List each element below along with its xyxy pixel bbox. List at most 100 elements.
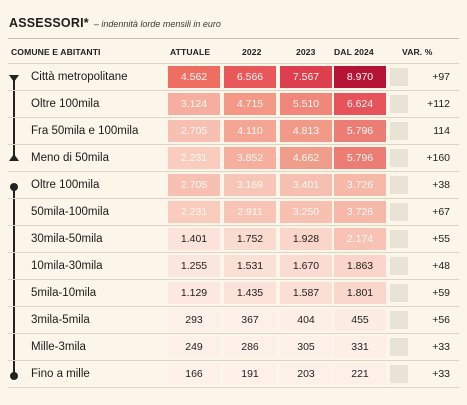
- value-cell: 221: [334, 363, 386, 385]
- group-marker-top-arrow: [9, 75, 19, 82]
- variation-bar: [390, 95, 408, 113]
- header-col-dal-2024: DAL 2024: [334, 47, 374, 57]
- value-cell: 3.726: [334, 201, 386, 223]
- row-label: Meno di 50mila: [31, 152, 109, 164]
- row-separator: [8, 225, 459, 226]
- variation-value: +67: [432, 206, 450, 218]
- header-col-2023: 2023: [296, 47, 316, 57]
- value-cell: 1.435: [224, 282, 276, 304]
- value-cell: 6.566: [224, 66, 276, 88]
- row-label: 30mila-50mila: [31, 233, 103, 245]
- variation-value: +97: [432, 71, 450, 83]
- variation-bar: [390, 311, 408, 329]
- title-rule: [8, 38, 459, 39]
- value-cell: 1.752: [224, 228, 276, 250]
- table-row: 30mila-50mila 1.401 1.752 1.928 2.174 +55: [0, 225, 467, 252]
- table-row: Oltre 100mila 2.705 3.169 3.401 3.726 +38: [0, 171, 467, 198]
- value-cell: 1.863: [334, 255, 386, 277]
- value-cell: 5.796: [334, 147, 386, 169]
- row-label: Città metropolitane: [31, 71, 128, 83]
- value-cell: 1.801: [334, 282, 386, 304]
- value-cell: 2.911: [224, 201, 276, 223]
- value-cell: 191: [224, 363, 276, 385]
- row-separator: [8, 63, 459, 64]
- table-row: Città metropolitane 4.562 6.566 7.567 8.970 +…: [0, 63, 467, 90]
- value-cell: 6.624: [334, 93, 386, 115]
- value-cell: 7.567: [280, 66, 332, 88]
- row-separator: [8, 117, 459, 118]
- variation-bar: [390, 203, 408, 221]
- value-cell: 1.670: [280, 255, 332, 277]
- table-row: Oltre 100mila 3.124 4.715 5.510 6.624 +112: [0, 90, 467, 117]
- value-cell: 305: [280, 336, 332, 358]
- table-row: Fra 50mila e 100mila 2.705 4.110 4.813 5.796…: [0, 117, 467, 144]
- row-label: 3mila-5mila: [31, 314, 90, 326]
- value-cell: 5.510: [280, 93, 332, 115]
- table-row: Mille-3mila 249 286 305 331 +33: [0, 333, 467, 360]
- header-col-var: VAR. %: [402, 47, 433, 57]
- variation-bar: [390, 257, 408, 275]
- group-marker-bottom-arrow: [9, 154, 19, 161]
- header-col-2022: 2022: [242, 47, 262, 57]
- row-separator: [8, 144, 459, 145]
- row-separator: [8, 252, 459, 253]
- row-label: Mille-3mila: [31, 341, 86, 353]
- row-label: 10mila-30mila: [31, 260, 103, 272]
- variation-value: +55: [432, 233, 450, 245]
- row-separator: [8, 90, 459, 91]
- variation-bar: [390, 68, 408, 86]
- value-cell: 249: [168, 336, 220, 358]
- table-row: Fino a mille 166 191 203 221 +33: [0, 360, 467, 387]
- row-label: 5mila-10mila: [31, 287, 97, 299]
- value-cell: 331: [334, 336, 386, 358]
- value-cell: 3.852: [224, 147, 276, 169]
- value-cell: 1.129: [168, 282, 220, 304]
- variation-value: +33: [432, 368, 450, 380]
- value-cell: 203: [280, 363, 332, 385]
- table-row: 10mila-30mila 1.255 1.531 1.670 1.863 +48: [0, 252, 467, 279]
- row-label: Oltre 100mila: [31, 179, 100, 191]
- row-separator: [8, 333, 459, 334]
- variation-bar: [390, 122, 408, 140]
- value-cell: 4.110: [224, 120, 276, 142]
- variation-value: +38: [432, 179, 450, 191]
- title-row: ASSESSORI* – indennità lorde mensili in …: [9, 16, 459, 36]
- value-cell: 3.726: [334, 174, 386, 196]
- row-separator: [8, 306, 459, 307]
- variation-bar: [390, 176, 408, 194]
- group-bracket-2: [13, 187, 15, 377]
- variation-bar: [390, 338, 408, 356]
- table-bottom-rule: [8, 387, 459, 388]
- value-cell: 2.705: [168, 120, 220, 142]
- value-cell: 1.531: [224, 255, 276, 277]
- value-cell: 166: [168, 363, 220, 385]
- row-label: Fino a mille: [31, 368, 90, 380]
- header-col-attuale: ATTUALE: [170, 47, 211, 57]
- variation-bar: [390, 149, 408, 167]
- value-cell: 2.231: [168, 201, 220, 223]
- variation-bar: [390, 365, 408, 383]
- value-cell: 3.169: [224, 174, 276, 196]
- variation-value: +56: [432, 314, 450, 326]
- variation-value: +33: [432, 341, 450, 353]
- value-cell: 404: [280, 309, 332, 331]
- variation-value: +59: [432, 287, 450, 299]
- group-marker-bottom-dot: [10, 372, 18, 380]
- value-cell: 1.401: [168, 228, 220, 250]
- value-cell: 5.796: [334, 120, 386, 142]
- value-cell: 2.705: [168, 174, 220, 196]
- row-separator: [8, 171, 459, 172]
- value-cell: 4.662: [280, 147, 332, 169]
- value-cell: 8.970: [334, 66, 386, 88]
- variation-value: +112: [427, 98, 450, 110]
- table-header: COMUNE E ABITANTI ATTUALE 2022 2023 DAL …: [0, 41, 467, 59]
- value-cell: 367: [224, 309, 276, 331]
- row-label: Fra 50mila e 100mila: [31, 125, 139, 137]
- variation-bar: [390, 230, 408, 248]
- row-separator: [8, 279, 459, 280]
- table-row: Meno di 50mila 2.231 3.852 4.662 5.796 +160: [0, 144, 467, 171]
- value-cell: 1.587: [280, 282, 332, 304]
- header-label: COMUNE E ABITANTI: [11, 47, 101, 57]
- table-row: 50mila-100mila 2.231 2.911 3.250 3.726 +67: [0, 198, 467, 225]
